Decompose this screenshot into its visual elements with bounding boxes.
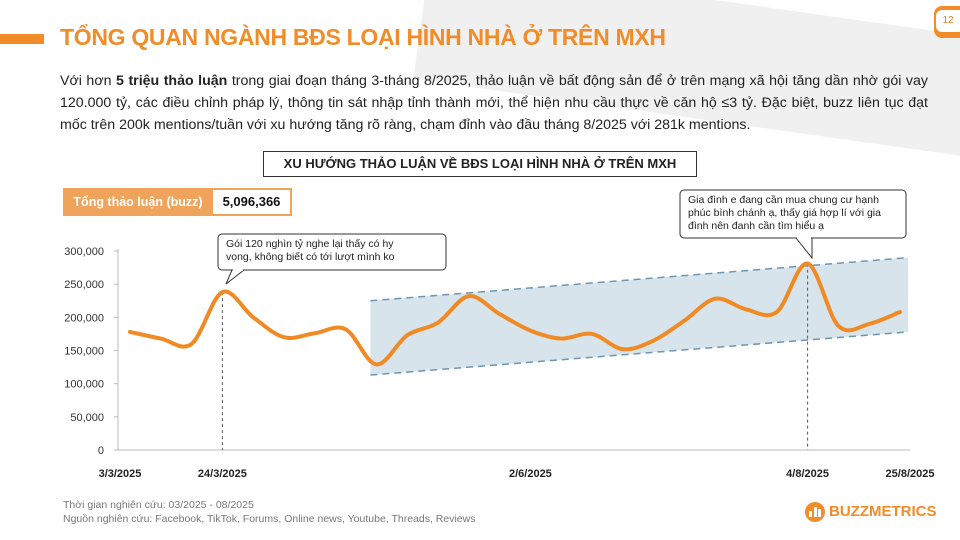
callout-text-line: Gói 120 nghìn tỷ nghe lại thấy có hy: [226, 238, 394, 250]
callout-box: [217, 233, 447, 271]
callout-text-line: vọng, không biết có tới lượt mình ko: [226, 251, 395, 263]
callout-text: Gia đình e đang cần mua chung cư hạnh phú…: [688, 194, 881, 232]
marker-layer: [221, 263, 809, 450]
footer-sources: Nguồn nghiên cứu: Facebook, TikTok, Foru…: [63, 513, 476, 525]
y-tick-label: 50,000: [70, 412, 104, 424]
intro-text: trong giai đoạn tháng 3-tháng 8/2025, th…: [60, 73, 929, 133]
callout-text-line: Gia đình e đang cần mua chung cư hạnh: [688, 194, 879, 206]
chart-title: XU HƯỚNG THẢO LUẬN VỀ BĐS LOẠI HÌNH NHÀ …: [263, 151, 697, 177]
logo-text: BUZZMETRICS: [829, 503, 937, 520]
callout-text-line: đình nên đanh cần tìm hiểu ạ: [688, 220, 824, 232]
callout-tail: [794, 237, 813, 260]
y-tick-label: 200,000: [64, 312, 104, 324]
title-accent-bar: [0, 34, 44, 44]
callout-tail: [225, 269, 246, 285]
callout-layer: Gói 120 nghìn tỷ nghe lại thấy có hy vọng…: [217, 189, 907, 285]
logo-icon: [805, 502, 825, 522]
y-tick-label: 0: [98, 445, 104, 457]
x-tick-label: 24/3/2025: [198, 468, 247, 480]
axis-layer: 0 50,000 100,000 150,000 200,000 250,000 300,0…: [64, 246, 934, 480]
intro-prefix: Với hơn: [60, 73, 117, 89]
x-tick-label: 25/8/2025: [886, 468, 935, 480]
line-layer: [128, 261, 902, 367]
page-number: 12: [936, 10, 960, 32]
trend-band-upper: [370, 256, 909, 302]
callout-text: Gói 120 nghìn tỷ nghe lại thấy có hy vọng…: [226, 238, 395, 263]
y-tick-label: 100,000: [64, 379, 104, 391]
intro-paragraph: Với hơn 5 triệu thảo luận trong giai đoạ…: [60, 70, 928, 136]
intro-highlight: 5 triệu thảo luận: [116, 73, 228, 89]
footer-period: Thời gian nghiên cứu: 03/2025 - 08/2025: [63, 499, 254, 511]
trend-band: [370, 257, 908, 376]
callout-text-line: phúc bình chánh ạ, thấy giá hợp lí với g…: [688, 207, 881, 219]
annotation-callout: Gia đình e đang cần mua chung cư hạnh phú…: [679, 189, 907, 260]
kpi-value: 5,096,366: [213, 188, 292, 216]
callout-box: [679, 189, 907, 239]
y-tick-label: 250,000: [64, 279, 104, 291]
y-tick-label: 150,000: [64, 346, 104, 358]
trend-band-layer: [370, 256, 909, 376]
trend-band-lower: [370, 331, 909, 376]
x-tick-label: 4/8/2025: [786, 468, 829, 480]
page-title: TỔNG QUAN NGÀNH BĐS LOẠI HÌNH NHÀ Ở TRÊN…: [60, 24, 666, 50]
kpi-label: Tổng thảo luận (buzz): [63, 188, 213, 216]
y-tick-label: 300,000: [64, 246, 104, 258]
x-tick-label: 3/3/2025: [99, 468, 142, 480]
annotation-callout: Gói 120 nghìn tỷ nghe lại thấy có hy vọng…: [217, 233, 447, 285]
x-tick-label: 2/6/2025: [509, 468, 552, 480]
